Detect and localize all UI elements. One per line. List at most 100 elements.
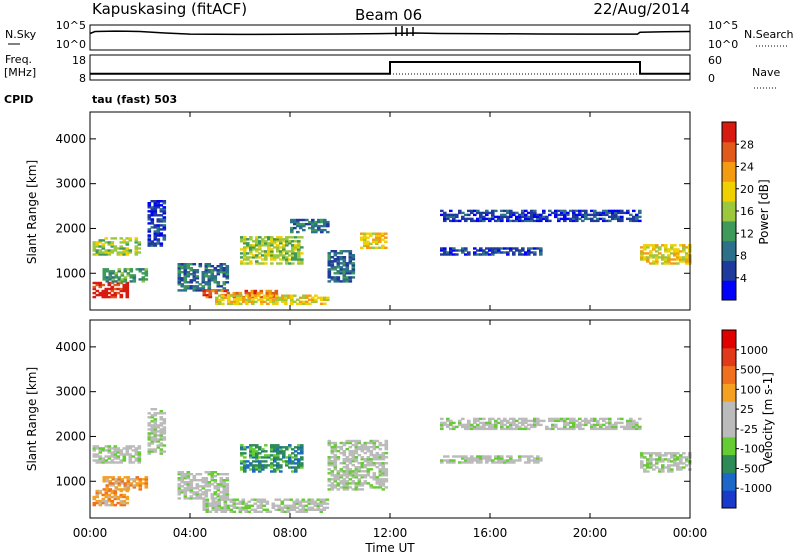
heatmap-cell [276, 450, 280, 453]
heatmap-cell [676, 248, 680, 251]
heatmap-cell [177, 277, 182, 280]
heatmap-cell [296, 220, 300, 224]
heatmap-cell [201, 271, 206, 274]
heatmap-cell [92, 291, 97, 295]
heatmap-cell [242, 298, 246, 301]
heatmap-cell [316, 502, 321, 505]
heatmap-cell [279, 464, 283, 467]
heatmap-cell [479, 457, 483, 460]
heatmap-cell [177, 267, 182, 270]
heatmap-cell [327, 270, 332, 273]
heatmap-cell [676, 262, 680, 265]
heatmap-cell [626, 419, 630, 423]
heatmap-cell [131, 461, 136, 464]
heatmap-cell [153, 212, 158, 215]
heatmap-cell [259, 291, 264, 295]
heatmap-cell [189, 491, 194, 494]
nave-tick-low: 0 [708, 72, 715, 85]
heatmap-cell [225, 275, 230, 278]
heatmap-cell [360, 447, 365, 451]
heatmap-cell [119, 461, 124, 464]
heatmap-cell [467, 459, 471, 462]
heatmap-cell [282, 456, 286, 459]
heatmap-cell [605, 211, 609, 215]
heatmap-cell [515, 419, 519, 423]
heatmap-cell [643, 246, 647, 249]
heatmap-cell [440, 247, 444, 250]
heatmap-cell [300, 252, 304, 255]
heatmap-cell [381, 472, 386, 475]
heatmap-cell [563, 427, 567, 431]
heatmap-cell [104, 289, 109, 293]
heatmap-cell [282, 240, 286, 243]
heatmap-cell [208, 293, 213, 297]
heatmap-cell [111, 280, 116, 283]
heatmap-cell [218, 294, 222, 297]
heatmap-cell [378, 464, 383, 467]
heatmap-cell [110, 491, 115, 495]
heatmap-cell [192, 497, 197, 500]
heatmap-cell [98, 461, 103, 464]
heatmap-cell [366, 482, 371, 485]
heatmap-cell [202, 504, 207, 507]
heatmap-cell [192, 279, 197, 282]
heatmap-cell [316, 504, 321, 507]
heatmap-cell [503, 427, 507, 431]
heatmap-cell [114, 478, 119, 481]
heatmap-cell [611, 425, 615, 429]
heatmap-cell [491, 217, 495, 221]
heatmap-cell [92, 503, 97, 507]
heatmap-cell [114, 272, 119, 275]
heatmap-cell [655, 244, 659, 247]
heatmap-cell [195, 485, 200, 488]
heatmap-cell [125, 249, 130, 252]
heatmap-cell [327, 258, 332, 261]
heatmap-cell [267, 464, 271, 467]
heatmap-cell [123, 484, 128, 487]
heatmap-cell [204, 477, 209, 480]
heatmap-cell [673, 254, 677, 257]
heatmap-cell [521, 219, 525, 223]
heatmap-cell [551, 419, 555, 423]
heatmap-cell [113, 445, 118, 448]
heatmap-cell [98, 291, 103, 295]
heatmap-cell [381, 470, 386, 473]
heatmap-cell [111, 278, 116, 281]
heatmap-cell [249, 446, 253, 449]
heatmap-cell [282, 244, 286, 247]
heatmap-cell [652, 256, 656, 259]
heatmap-cell [227, 300, 231, 303]
heatmap-cell [297, 262, 301, 265]
heatmap-cell [252, 240, 256, 243]
heatmap-cell [122, 251, 127, 254]
heatmap-cell [120, 488, 125, 491]
heatmap-cell [608, 215, 612, 219]
heatmap-cell [503, 213, 507, 217]
heatmap-cell [587, 217, 591, 221]
heatmap-cell [101, 293, 106, 297]
heatmap-cell [283, 506, 288, 509]
heatmap-cell [128, 239, 133, 242]
heatmap-cell [259, 500, 264, 503]
heatmap-cell [524, 217, 528, 221]
heatmap-cell [509, 219, 513, 223]
heatmap-cell [649, 458, 653, 461]
heatmap-cell [253, 291, 258, 295]
heatmap-cell [271, 506, 276, 509]
heatmap-cell [539, 457, 543, 460]
heatmap-cell [240, 444, 244, 447]
heatmap-cell [342, 486, 347, 489]
heatmap-cell [509, 421, 513, 425]
heatmap-cell [294, 254, 298, 257]
heatmap-cell [147, 428, 152, 431]
heatmap-cell [336, 276, 341, 279]
heatmap-cell [253, 289, 258, 293]
power-colorbar-swatch [722, 181, 736, 202]
heatmap-cell [273, 450, 277, 453]
heatmap-cell [363, 470, 368, 473]
heatmap-cell [449, 461, 453, 464]
heatmap-cell [291, 460, 295, 463]
heatmap-cell [360, 488, 365, 491]
heatmap-cell [246, 244, 250, 247]
heatmap-cell [229, 510, 234, 513]
